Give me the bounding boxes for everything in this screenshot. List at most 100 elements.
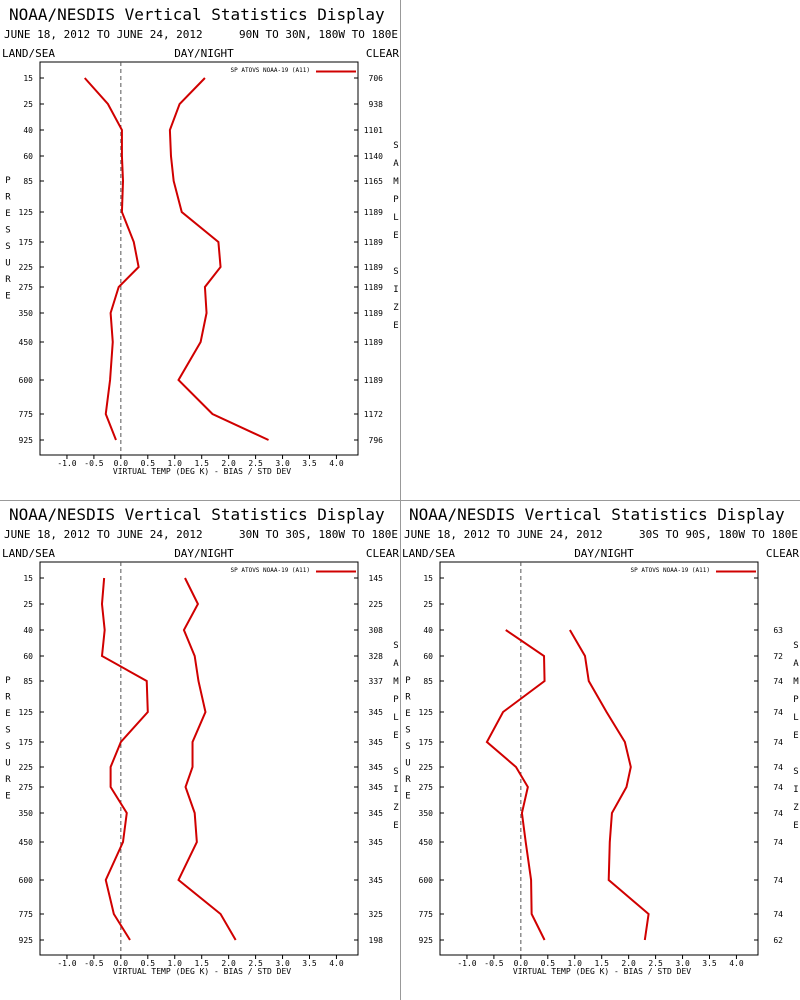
- date-range: JUNE 18, 2012 TO JUNE 24, 2012: [4, 528, 203, 541]
- date-range: JUNE 18, 2012 TO JUNE 24, 2012: [404, 528, 603, 541]
- x-axis-label: VIRTUAL TEMP (DEG K) - BIAS / STD DEV: [113, 467, 291, 476]
- pressure-label: 175: [19, 738, 34, 747]
- sample-size: 74: [773, 763, 783, 772]
- region: 30S TO 90S, 180W TO 180E: [639, 528, 798, 541]
- sample-size: 74: [773, 809, 783, 818]
- plot-frame: [39, 61, 359, 456]
- sample-size: 198: [369, 936, 384, 945]
- sample-size: 74: [773, 708, 783, 717]
- pressure-label: 85: [23, 177, 33, 186]
- y2-axis-label: SAMPLE SIZE: [391, 641, 401, 839]
- sample-size: 345: [369, 738, 384, 747]
- series-line: [83, 77, 140, 441]
- x-tick-label: 1.5: [594, 959, 609, 968]
- sample-size: 345: [369, 708, 384, 717]
- header-label: LAND/SEA: [2, 547, 55, 560]
- pressure-label: 350: [19, 309, 34, 318]
- legend-label: SP ATOVS NOAA-19 (A11): [231, 567, 310, 574]
- y-axis-label: PRESSURE: [3, 176, 13, 308]
- x-tick-label: 3.5: [702, 959, 717, 968]
- region: 90N TO 30N, 180W TO 180E: [239, 28, 398, 41]
- pressure-label: 225: [19, 263, 34, 272]
- sample-size: 1172: [364, 410, 383, 419]
- x-tick-label: 4.0: [329, 959, 344, 968]
- x-tick-label: 0.0: [114, 459, 129, 468]
- pressure-label: 175: [19, 238, 34, 247]
- header-label: DAY/NIGHT: [574, 547, 634, 560]
- x-tick-label: 2.0: [221, 959, 236, 968]
- x-tick-label: 1.5: [194, 459, 209, 468]
- sample-size: 72: [773, 652, 783, 661]
- x-tick-label: 1.5: [194, 959, 209, 968]
- series-line: [485, 629, 546, 941]
- pressure-label: 60: [23, 152, 33, 161]
- pressure-label: 85: [23, 677, 33, 686]
- x-tick-label: 4.0: [329, 459, 344, 468]
- series-line: [569, 629, 650, 941]
- sample-size: 706: [369, 74, 384, 83]
- sample-size: 62: [773, 936, 783, 945]
- x-tick-label: 2.0: [221, 459, 236, 468]
- pressure-label: 25: [23, 600, 33, 609]
- pressure-label: 125: [19, 708, 34, 717]
- pressure-label: 125: [19, 208, 34, 217]
- legend-label: SP ATOVS NOAA-19 (A11): [231, 67, 310, 74]
- x-tick-label: -0.5: [84, 459, 103, 468]
- x-tick-label: 3.0: [275, 459, 290, 468]
- pressure-label: 125: [419, 708, 434, 717]
- pressure-label: 40: [423, 626, 433, 635]
- sample-size: 328: [369, 652, 384, 661]
- header-label: DAY/NIGHT: [174, 47, 234, 60]
- pressure-label: 275: [19, 283, 34, 292]
- sample-size: 74: [773, 783, 783, 792]
- sample-size: 74: [773, 838, 783, 847]
- sample-size: 345: [369, 876, 384, 885]
- sample-size: 308: [369, 626, 384, 635]
- header-label: LAND/SEA: [402, 547, 455, 560]
- series-line: [177, 577, 237, 941]
- sample-size: 345: [369, 763, 384, 772]
- sample-size: 325: [369, 910, 384, 919]
- x-tick-label: 2.5: [248, 959, 263, 968]
- panel-title: NOAA/NESDIS Vertical Statistics Display: [9, 5, 385, 24]
- pressure-label: 925: [19, 436, 34, 445]
- sample-size: 74: [773, 738, 783, 747]
- y-axis-label: PRESSURE: [403, 676, 413, 808]
- pressure-label: 600: [19, 376, 34, 385]
- sample-size: 1189: [364, 283, 383, 292]
- sample-size: 1189: [364, 208, 383, 217]
- pressure-label: 40: [23, 626, 33, 635]
- x-tick-label: 0.5: [141, 459, 156, 468]
- x-tick-label: 3.0: [275, 959, 290, 968]
- pressure-label: 25: [423, 600, 433, 609]
- x-tick-label: 1.0: [568, 959, 583, 968]
- x-axis-label: VIRTUAL TEMP (DEG K) - BIAS / STD DEV: [113, 967, 291, 976]
- sample-size: 1189: [364, 309, 383, 318]
- pressure-label: 600: [19, 876, 34, 885]
- x-tick-label: 0.0: [514, 959, 529, 968]
- pressure-label: 225: [19, 763, 34, 772]
- pressure-label: 775: [19, 910, 34, 919]
- sample-size: 1189: [364, 376, 383, 385]
- y2-axis-label: SAMPLE SIZE: [391, 141, 401, 339]
- x-tick-label: 0.5: [541, 959, 556, 968]
- pressure-label: 450: [19, 338, 34, 347]
- pressure-label: 15: [23, 574, 33, 583]
- sample-size: 938: [369, 100, 384, 109]
- sample-size: 74: [773, 677, 783, 686]
- sample-size: 345: [369, 838, 384, 847]
- y2-axis-label: SAMPLE SIZE: [791, 641, 800, 839]
- sample-size: 63: [773, 626, 783, 635]
- pressure-label: 15: [423, 574, 433, 583]
- x-tick-label: 0.0: [114, 959, 129, 968]
- sample-size: 74: [773, 876, 783, 885]
- x-tick-label: 2.5: [648, 959, 663, 968]
- header-label: LAND/SEA: [2, 47, 55, 60]
- sample-size: 796: [369, 436, 384, 445]
- x-tick-label: 3.5: [302, 959, 317, 968]
- pressure-label: 600: [419, 876, 434, 885]
- pressure-label: 350: [19, 809, 34, 818]
- header-label: CLEAR: [366, 47, 399, 60]
